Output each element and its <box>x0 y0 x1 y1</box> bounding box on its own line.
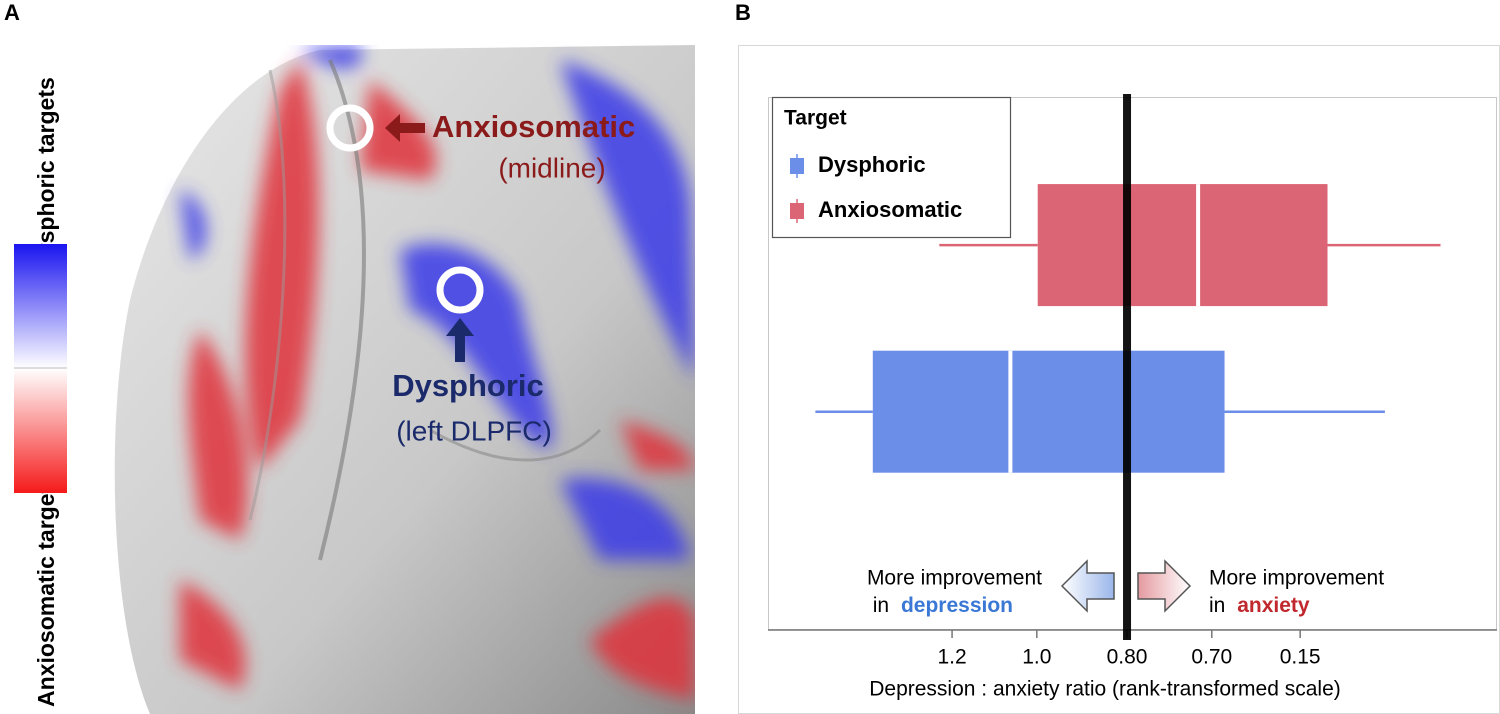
colorbar-label: Anxiosomatic targets <box>33 473 59 707</box>
target-label: Dysphoric <box>392 368 544 403</box>
target-label: Anxiosomatic <box>432 109 635 144</box>
target-sublabel: (left DLPFC) <box>396 415 552 446</box>
box-upper <box>1010 350 1225 473</box>
box-lower <box>1037 184 1199 307</box>
direction-arrow <box>1137 559 1192 613</box>
annotation-emphasis: anxiety <box>1237 594 1310 617</box>
target-marker <box>436 266 484 314</box>
legend: Target Dysphoric Anxiosomatic <box>771 96 1012 239</box>
panel-label: B <box>735 0 751 25</box>
legend-label: Anxiosomatic <box>818 197 962 222</box>
annotation-text: in <box>1209 594 1225 617</box>
panel-label: A <box>4 0 20 25</box>
legend-swatch <box>790 203 804 219</box>
annotation: in anxiety <box>1209 594 1310 617</box>
annotation-text: in <box>873 594 889 617</box>
legend-items: Dysphoric Anxiosomatic <box>790 152 962 223</box>
annotation: in depression <box>873 594 1013 617</box>
box <box>815 350 1385 473</box>
x-tick-label: 0.80 <box>1107 646 1148 669</box>
legend-box <box>771 96 1012 239</box>
x-tick-label: 1.2 <box>937 646 966 669</box>
x-tick-label: 1.0 <box>1022 646 1051 669</box>
x-axis-label: Depression : anxiety ratio (rank-transfo… <box>869 678 1341 701</box>
annotation-emphasis: depression <box>901 594 1013 617</box>
legend-title: Target <box>784 107 847 130</box>
target-marker <box>326 104 374 152</box>
x-tick-label: 0.15 <box>1280 646 1321 669</box>
x-tick-label: 0.70 <box>1191 646 1232 669</box>
arrow <box>446 318 474 362</box>
direction-arrow <box>1060 559 1115 613</box>
colorbar-label: Dysphoric targets <box>33 77 59 273</box>
box <box>939 184 1441 307</box>
arrow <box>385 114 425 142</box>
annotation: More improvement <box>867 567 1042 590</box>
plot <box>815 94 1441 640</box>
target-sublabel: (midline) <box>498 152 605 183</box>
box-upper <box>1198 184 1328 307</box>
annotation: More improvement <box>1209 567 1384 590</box>
legend-swatch <box>790 158 804 174</box>
box-lower <box>872 350 1011 473</box>
legend-label: Dysphoric <box>818 152 926 177</box>
